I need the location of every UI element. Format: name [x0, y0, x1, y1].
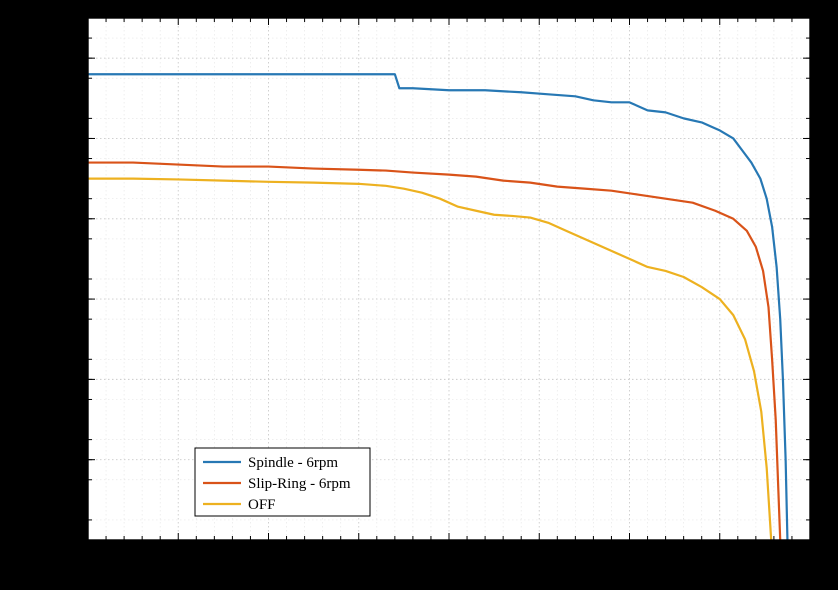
legend-label: Spindle - 6rpm	[248, 455, 338, 471]
legend-label: OFF	[248, 497, 276, 513]
legend-label: Slip-Ring - 6rpm	[248, 476, 351, 492]
line-chart: Spindle - 6rpm Slip-Ring - 6rpm OFF	[0, 0, 838, 590]
chart-legend: Spindle - 6rpm Slip-Ring - 6rpm OFF	[195, 448, 370, 516]
